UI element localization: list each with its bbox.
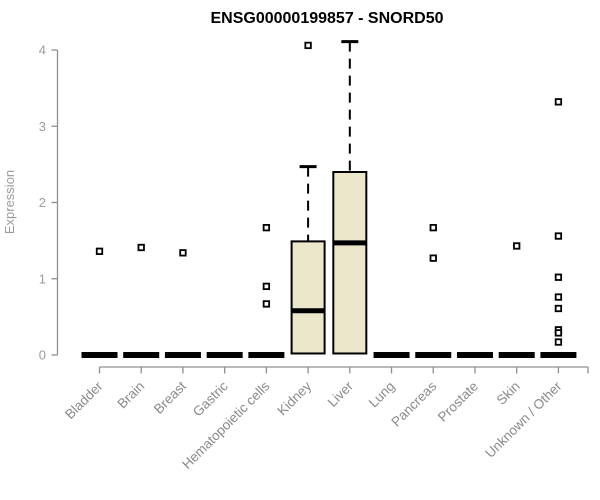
outlier-point-brain xyxy=(137,243,145,252)
zero-box-hematopoietic-cells xyxy=(248,352,285,358)
x-tick-label-unknown-other: Unknown / Other xyxy=(482,378,565,461)
outlier-point-unknown-other xyxy=(554,273,563,281)
y-tick-label-1: 1 xyxy=(39,271,46,286)
outlier-point-pancreas xyxy=(429,224,437,232)
outlier-point-breast xyxy=(179,249,187,257)
y-axis-title: Expression xyxy=(2,170,17,234)
box-liver xyxy=(332,171,368,355)
outlier-point-unknown-other xyxy=(554,329,563,337)
x-tick-label-pancreas: Pancreas xyxy=(388,378,439,429)
outlier-point-skin xyxy=(513,242,521,250)
zero-box-breast xyxy=(164,352,201,358)
x-tick-label-lung: Lung xyxy=(366,379,398,411)
x-tick-label-liver: Liver xyxy=(325,378,357,410)
zero-box-lung xyxy=(373,352,410,358)
x-tick-label-breast: Breast xyxy=(151,378,189,416)
x-tick-label-prostate: Prostate xyxy=(435,379,481,425)
x-tick-label-kidney: Kidney xyxy=(274,378,314,418)
outlier-point-unknown-other xyxy=(554,98,563,106)
outlier-point-hematopoietic-cells xyxy=(262,224,271,232)
x-tick-label-skin: Skin xyxy=(494,379,523,408)
outlier-point-hematopoietic-cells xyxy=(262,300,271,308)
zero-box-bladder xyxy=(81,352,118,358)
zero-box-pancreas xyxy=(415,352,452,358)
outlier-point-bladder xyxy=(95,247,104,255)
outlier-point-unknown-other xyxy=(554,293,563,301)
y-tick-label-2: 2 xyxy=(39,195,46,210)
outlier-point-unknown-other xyxy=(554,232,563,240)
y-tick-label-4: 4 xyxy=(39,43,46,58)
zero-box-unknown-other xyxy=(540,352,577,358)
outlier-point-pancreas xyxy=(429,254,437,262)
x-tick-label-bladder: Bladder xyxy=(62,378,106,422)
outlier-point-unknown-other xyxy=(554,304,563,313)
zero-box-gastric xyxy=(206,352,243,358)
chart-title: ENSG00000199857 - SNORD50 xyxy=(210,10,443,27)
x-tick-label-gastric: Gastric xyxy=(190,378,231,419)
zero-box-prostate xyxy=(456,352,493,358)
zero-box-brain xyxy=(123,352,160,358)
box-kidney xyxy=(290,240,326,355)
outlier-point-hematopoietic-cells xyxy=(262,282,271,291)
outlier-point-unknown-other xyxy=(554,338,563,346)
y-tick-label-3: 3 xyxy=(39,119,46,134)
zero-box-skin xyxy=(498,352,535,358)
y-tick-label-0: 0 xyxy=(39,348,46,363)
outlier-point-kidney xyxy=(304,41,312,50)
x-tick-label-brain: Brain xyxy=(114,379,147,412)
